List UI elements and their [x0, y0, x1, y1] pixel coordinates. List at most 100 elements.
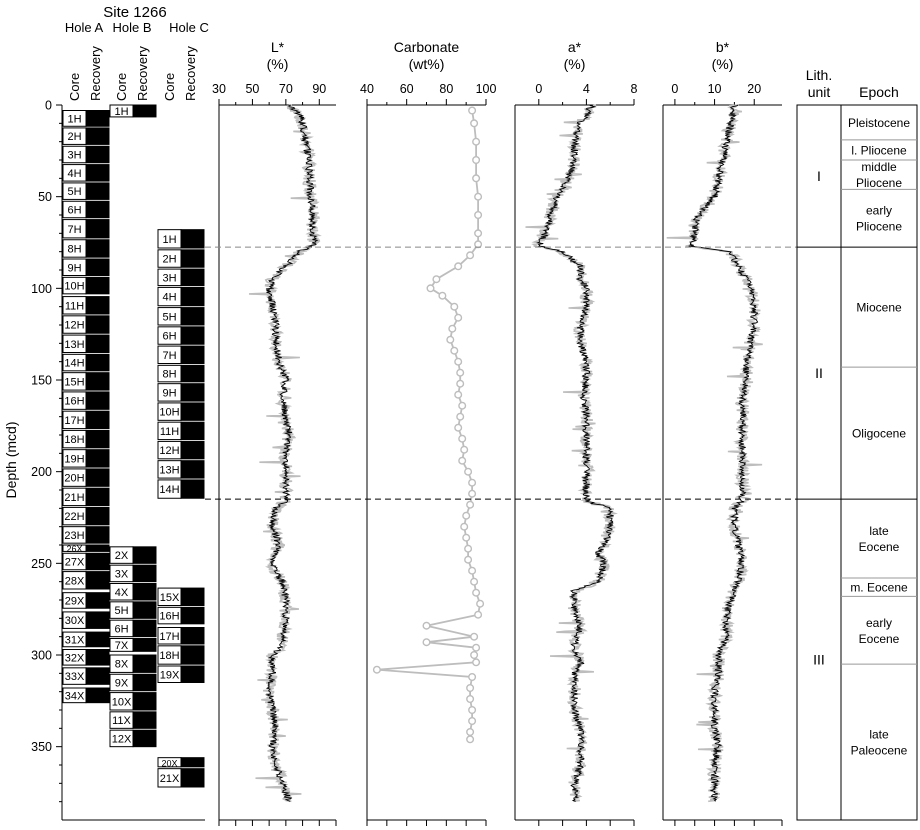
- core-entry: 6H: [62, 200, 110, 219]
- core-label: 9H: [162, 387, 176, 399]
- recovery-bar: [180, 402, 205, 421]
- core-label: 28X: [65, 575, 85, 587]
- core-entry: 3H: [157, 268, 205, 287]
- recovery-bar: [85, 544, 110, 552]
- recovery-bar: [85, 315, 110, 334]
- core-label: 8H: [162, 369, 176, 381]
- unit-boundaries: [205, 246, 797, 500]
- carbonate-point: [446, 335, 455, 344]
- core-label: 32X: [65, 652, 85, 664]
- recovery-bar: [180, 268, 205, 287]
- core-entry: 1H: [157, 229, 205, 249]
- core-label: 15H: [64, 376, 84, 388]
- carbonate-point: [468, 489, 477, 498]
- core-label: 21H: [64, 492, 84, 504]
- core-label: 12X: [112, 733, 132, 745]
- carbonate-point: [462, 511, 471, 520]
- panel-label: a*: [568, 39, 582, 55]
- core-entry: 14H: [157, 479, 205, 499]
- carbonate-point: [470, 119, 479, 128]
- core-entry: 3H: [62, 145, 110, 164]
- depth-tick-label: 250: [31, 557, 52, 571]
- carbonate-point: [474, 210, 483, 219]
- recovery-bar: [132, 619, 157, 638]
- hole-column: Hole A Core Recovery 1H 2H 3H 4H 5H 6H 7H 8H 9H 10H 1…: [62, 20, 110, 704]
- recovery-bar: [85, 687, 110, 704]
- epoch-label: Miocene: [856, 301, 902, 315]
- lith-unit-label: I: [817, 168, 821, 184]
- core-entry: 7H: [157, 345, 205, 365]
- recovery-bar: [180, 665, 205, 683]
- panel-label: L*: [271, 39, 285, 55]
- core-column-header: Core: [162, 73, 177, 101]
- core-label: 16H: [64, 396, 84, 408]
- smoothed-data-series: [536, 104, 614, 802]
- panel-tick-label: 70: [279, 82, 293, 96]
- core-entry: 18H: [157, 645, 205, 665]
- recovery-bar: [85, 667, 110, 685]
- core-entry: 6H: [109, 619, 157, 638]
- core-label: 8X: [115, 659, 129, 671]
- recovery-bar: [85, 526, 110, 544]
- recovery-bar: [85, 372, 110, 391]
- panel-tick-label: 0: [671, 82, 678, 96]
- lith-unit-label: II: [815, 365, 823, 381]
- core-entry: 10H: [157, 402, 205, 421]
- carbonate-point: [470, 632, 479, 641]
- panel-unit: (%): [564, 56, 586, 72]
- carbonate-point: [372, 665, 381, 674]
- recovery-column-header: Recovery: [88, 46, 103, 101]
- depth-tick-label: 200: [31, 465, 52, 479]
- carbonate-point: [474, 610, 483, 619]
- core-label: 13H: [159, 464, 179, 476]
- core-label: 10H: [159, 407, 179, 419]
- epoch-label: early: [866, 616, 892, 630]
- core-label: 30X: [65, 615, 85, 627]
- core-entry: 21H: [62, 487, 110, 507]
- depth-tick-label: 50: [38, 190, 52, 204]
- core-entry: 4H: [157, 286, 205, 307]
- core-label: 9X: [115, 678, 129, 690]
- carbonate-point: [466, 728, 475, 737]
- epoch-label: Paleocene: [851, 744, 908, 758]
- carbonate-point: [458, 456, 467, 465]
- carbonate-point: [450, 346, 459, 355]
- panel-tick-label: 50: [245, 82, 259, 96]
- hole-name: Hole A: [65, 20, 104, 35]
- core-label: 15X: [160, 592, 180, 604]
- recovery-bar: [132, 729, 157, 748]
- core-label: 20X: [161, 758, 177, 768]
- recovery-bar: [85, 182, 110, 200]
- carbonate-point: [472, 588, 481, 597]
- core-label: 11X: [112, 715, 131, 727]
- panel-tick-label: 8: [631, 82, 638, 96]
- recovery-bar: [85, 145, 110, 164]
- core-entry: 8H: [62, 239, 110, 258]
- core-label: 12H: [64, 320, 84, 332]
- recovery-bar: [85, 649, 110, 666]
- core-entry: 11H: [157, 421, 205, 441]
- core-entry: 2H: [157, 249, 205, 268]
- panel-tick-label: 0: [535, 82, 542, 96]
- carbonate-point: [432, 275, 441, 284]
- lith-header-line-1: Lith.: [806, 67, 832, 83]
- lith-column-frame: [796, 104, 842, 821]
- recovery-bar: [180, 757, 205, 768]
- core-entry: 7H: [62, 219, 110, 239]
- core-entry: 16H: [157, 606, 205, 625]
- epoch-label: late: [869, 524, 889, 538]
- carbonate-point: [466, 500, 475, 509]
- depth-tick-label: 300: [31, 649, 52, 663]
- recovery-bar: [85, 468, 110, 487]
- carbonate-point: [464, 555, 473, 564]
- recovery-bar: [85, 631, 110, 648]
- core-entry: 18H: [62, 429, 110, 449]
- carbonate-point: [438, 291, 447, 300]
- recovery-bar: [180, 345, 205, 365]
- panel-tick-label: 30: [212, 82, 226, 96]
- core-entry: 20H: [62, 468, 110, 487]
- carbonate-point: [454, 357, 463, 366]
- core-label: 19H: [64, 453, 84, 465]
- carbonate-point: [456, 379, 465, 388]
